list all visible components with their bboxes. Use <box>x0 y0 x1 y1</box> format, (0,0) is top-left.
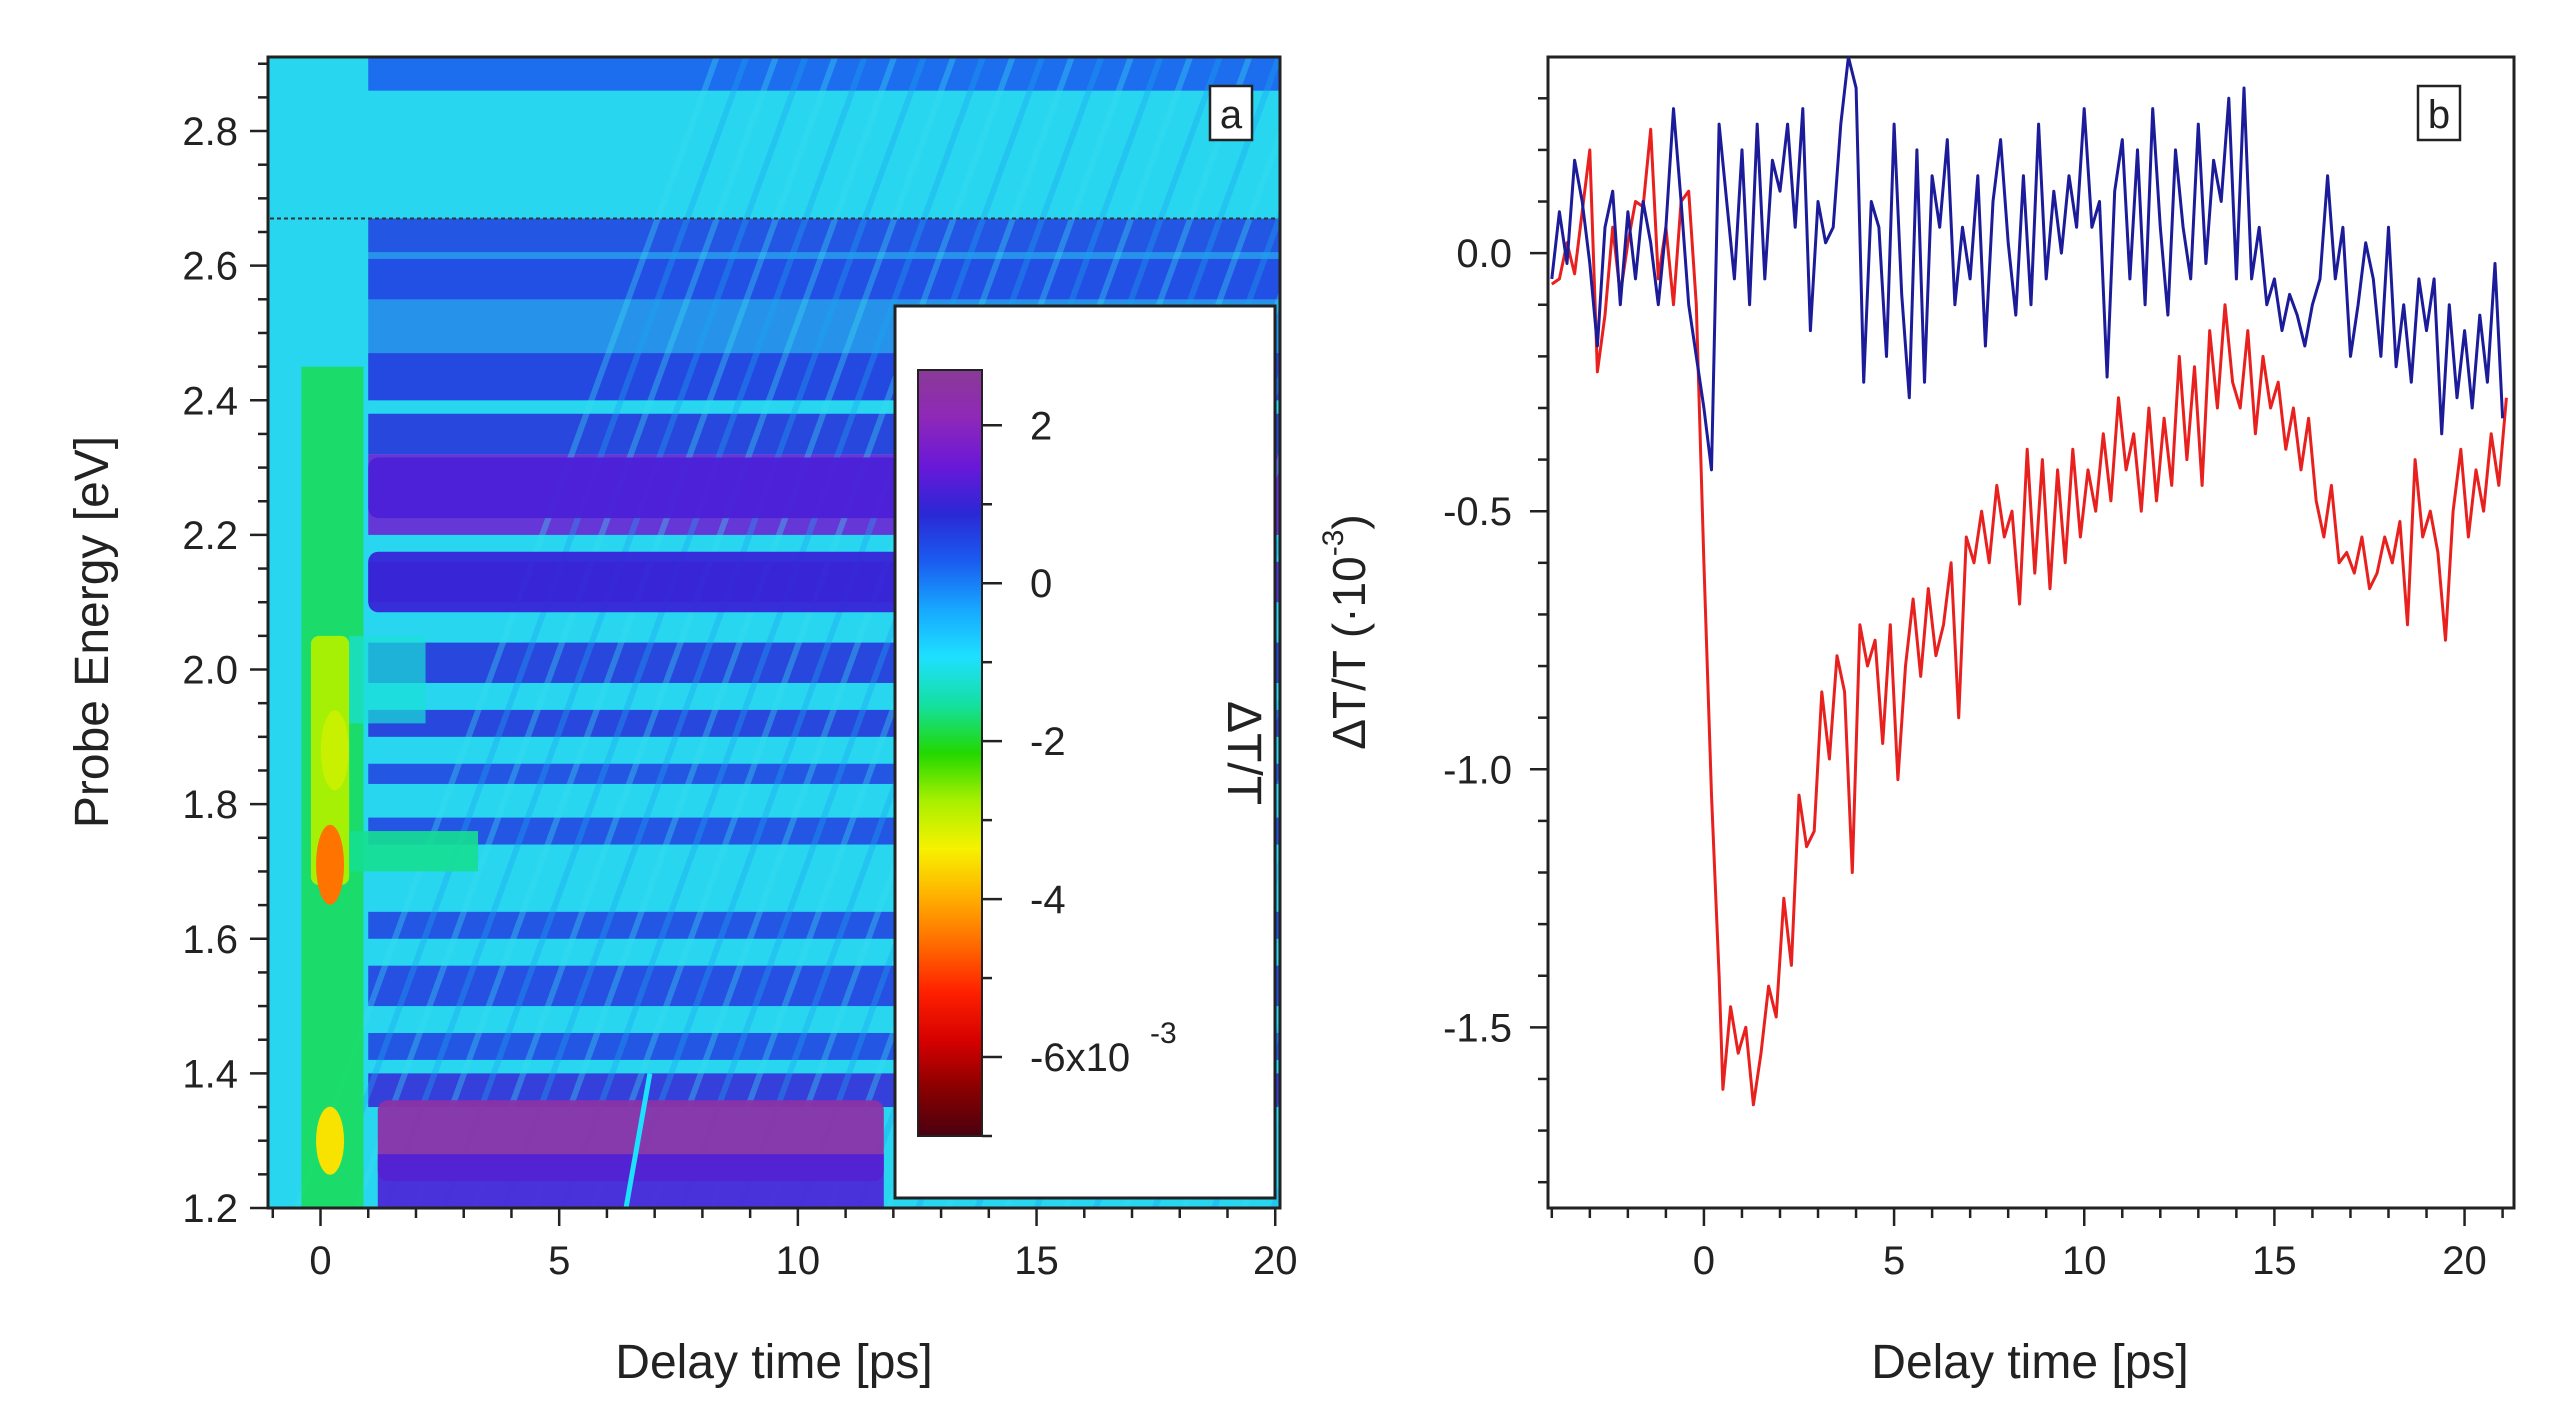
heatmap-feature <box>316 1106 345 1175</box>
heatmap-feature <box>349 831 479 872</box>
heatmap-streak <box>560 57 986 1208</box>
y-tick-label: -1.5 <box>1443 1006 1512 1050</box>
panel-a-label-box: a <box>1208 84 1254 142</box>
y-tick-label: 2.0 <box>182 649 238 693</box>
y-tick-label: -1.0 <box>1443 748 1512 792</box>
heatmap-feature <box>316 824 345 905</box>
panel-a-x-axis: 0 5 10 15 20 <box>271 1208 1298 1283</box>
y-tick-label: 2.6 <box>182 245 238 289</box>
x-tick-label: 0 <box>309 1239 331 1283</box>
heatmap-streak <box>530 57 957 1208</box>
panel-a-label: a <box>1220 93 1243 137</box>
y-tick-label: 1.2 <box>182 1187 238 1231</box>
red-trace-line <box>1550 127 2508 1107</box>
panel-b-xlabel: Delay time [ps] <box>1871 1336 2188 1389</box>
y-tick-label: 0.0 <box>1456 232 1512 276</box>
colorbar-exponent: -3 <box>1150 1017 1177 1050</box>
heatmap-feature <box>320 710 349 791</box>
heatmap-streak <box>678 57 1105 1208</box>
x-tick-label: 20 <box>1253 1239 1298 1283</box>
panel-b-y-axis: 0.0 -0.5 -1.0 -1.5 <box>1443 97 1548 1184</box>
panel-a: 0 5 10 15 20 1.21.41.61.82.02.22.42.62.8 Del… <box>66 55 1298 1389</box>
heatmap-streak <box>589 57 1016 1208</box>
panel-b: 0 5 10 15 20 0.0 -0.5 -1.0 -1.5 Delay time [ps]… <box>1317 55 2516 1389</box>
panel-a-ylabel: Probe Energy [eV] <box>66 436 119 828</box>
colorbar-legend: 2 0 -2 -4 -6x10 -3 ΔT/T <box>893 304 1277 1200</box>
heatmap-feature <box>349 635 426 724</box>
panel-b-ylabel-group: ΔT/T (·10-3) <box>1317 514 1375 749</box>
heatmap-streak <box>623 1072 653 1208</box>
colorbar-gradient <box>917 369 983 1137</box>
heatmap-streak <box>353 57 779 1208</box>
y-tick-label: 1.4 <box>182 1052 238 1096</box>
colorbar-tick-label: 0 <box>1030 562 1052 606</box>
panel-b-ylabel: ΔT/T (·10-3) <box>1317 514 1375 749</box>
y-tick-label: 2.2 <box>182 514 238 558</box>
x-tick-label: 5 <box>548 1239 570 1283</box>
y-tick-label: 1.6 <box>182 918 238 962</box>
panel-b-label: b <box>2428 93 2450 137</box>
x-tick-label: 15 <box>2252 1239 2297 1283</box>
colorbar-tick-label: -6x10 <box>1030 1036 1130 1080</box>
panel-a-y-axis: 1.2 1.4 1.6 1.8 2.0 2.2 2.4 2.6 2.8 <box>182 62 268 1231</box>
heatmap-streak <box>412 57 838 1208</box>
x-tick-label: 15 <box>1014 1239 1059 1283</box>
y-tick-label: 2.8 <box>182 110 238 154</box>
panel-b-x-axis: 0 5 10 15 20 <box>1550 1208 2504 1283</box>
heatmap-streak <box>648 57 1075 1208</box>
colorbar-tick-label: -4 <box>1030 878 1066 922</box>
panel-b-label-box: b <box>2416 84 2462 142</box>
x-tick-label: 20 <box>2442 1239 2487 1283</box>
colorbar-tick-label: -2 <box>1030 720 1066 764</box>
x-tick-label: 0 <box>1693 1239 1715 1283</box>
colorbar-label: ΔT/T <box>1217 701 1270 805</box>
heatmap-streak <box>382 57 809 1208</box>
x-tick-label: 10 <box>776 1239 821 1283</box>
heatmap-streak <box>441 57 868 1208</box>
heatmap-band <box>368 218 1280 253</box>
x-tick-label: 10 <box>2062 1239 2107 1283</box>
y-tick-label: 2.4 <box>182 379 238 423</box>
heatmap-streak <box>323 57 750 1208</box>
blue-trace-line <box>1550 57 2505 472</box>
heatmap-streak <box>293 57 720 1208</box>
heatmap-streak <box>471 57 898 1208</box>
panel-a-xlabel: Delay time [ps] <box>615 1336 932 1389</box>
heatmap-band <box>368 57 1280 91</box>
heatmap-band <box>368 258 1280 300</box>
colorbar-tick-label: 2 <box>1030 404 1052 448</box>
heatmap-streak <box>500 57 927 1208</box>
panel-a-frame <box>266 55 1282 1210</box>
panel-b-frame <box>1546 55 2516 1210</box>
x-tick-label: 5 <box>1883 1239 1905 1283</box>
y-tick-label: -0.5 <box>1443 490 1512 534</box>
heatmap-streak <box>619 57 1046 1208</box>
y-tick-label: 1.8 <box>182 783 238 827</box>
colorbar-ticks: 2 0 -2 -4 -6x10 <box>982 404 1130 1138</box>
